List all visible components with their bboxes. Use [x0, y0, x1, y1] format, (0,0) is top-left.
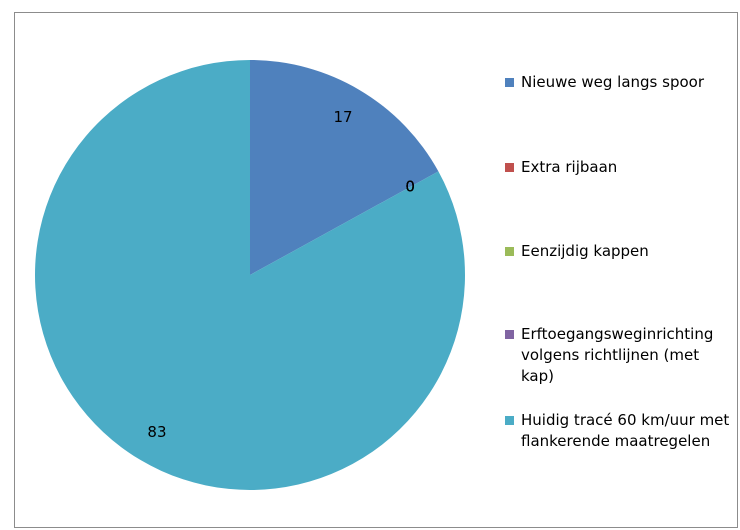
legend-swatch	[505, 330, 514, 339]
legend-label: Huidig tracé 60 km/uur met flankerende m…	[521, 411, 730, 450]
data-label: 0	[405, 177, 415, 195]
legend-swatch	[505, 416, 514, 425]
legend-swatch	[505, 163, 514, 172]
data-label: 0	[405, 177, 415, 195]
legend-label: Eenzijdig kappen	[521, 242, 649, 260]
legend-label: Extra rijbaan	[521, 158, 618, 176]
pie-slice	[35, 60, 466, 491]
legend-item: Extra rijbaan	[500, 157, 735, 178]
data-label: 0	[405, 177, 415, 195]
legend-swatch	[505, 78, 514, 87]
data-label: 17	[333, 108, 352, 126]
legend-item: Eenzijdig kappen	[500, 241, 735, 262]
legend-label: Erftoegangsweginrichting volgens richtli…	[521, 325, 714, 385]
legend-label: Nieuwe weg langs spoor	[521, 73, 705, 91]
legend-item: Erftoegangsweginrichting volgens richtli…	[500, 324, 735, 387]
legend-item: Huidig tracé 60 km/uur met flankerende m…	[500, 410, 735, 452]
chart-frame	[14, 12, 738, 528]
pie-slice	[250, 60, 439, 275]
legend-swatch	[505, 247, 514, 256]
legend-item: Nieuwe weg langs spoor	[500, 72, 735, 93]
data-label: 83	[147, 423, 166, 441]
